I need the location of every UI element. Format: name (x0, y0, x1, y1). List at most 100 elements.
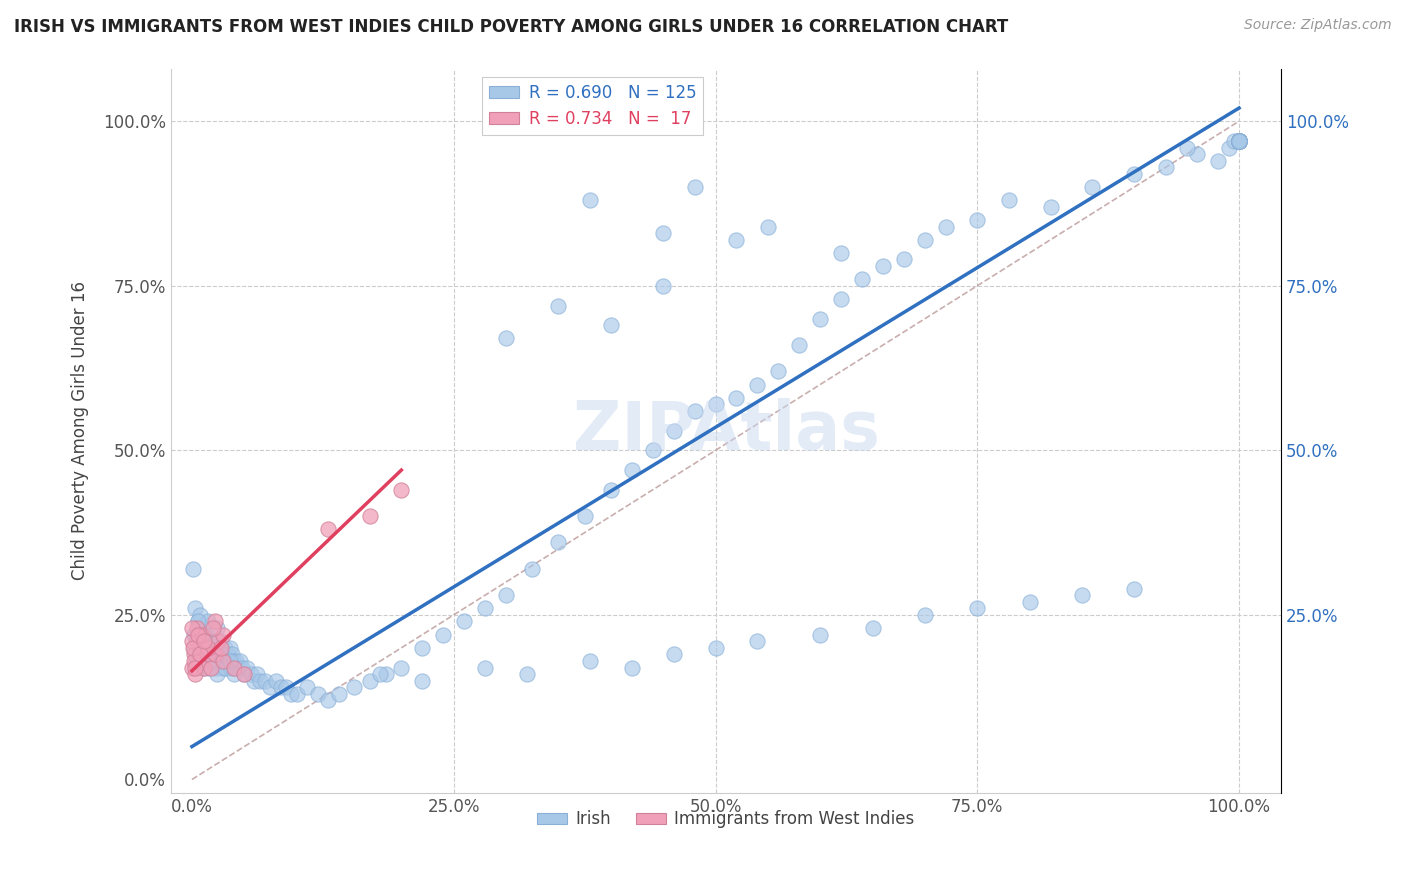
Point (264, 673, 287, 688)
Point (218, 640, 240, 655)
Point (1227, 134, 1250, 148)
Point (222, 660, 245, 674)
Point (219, 660, 242, 674)
Point (1206, 153, 1229, 168)
Point (204, 648, 226, 662)
Point (1227, 134, 1250, 148)
Point (1154, 161, 1177, 175)
Point (207, 648, 229, 662)
Point (191, 628, 214, 642)
Point (181, 562, 204, 576)
Point (205, 621, 228, 635)
Point (997, 193, 1019, 207)
Point (193, 648, 215, 662)
Point (579, 193, 602, 207)
Point (201, 654, 224, 668)
Point (1227, 134, 1250, 148)
Point (187, 615, 209, 629)
Point (328, 687, 350, 701)
Point (254, 673, 277, 688)
Point (1123, 167, 1146, 181)
Point (201, 648, 224, 662)
Point (200, 660, 222, 674)
Point (188, 648, 211, 662)
Point (1227, 134, 1250, 148)
Point (184, 667, 207, 681)
Point (214, 654, 236, 668)
Point (181, 634, 204, 648)
Point (204, 640, 226, 655)
Point (205, 667, 228, 681)
Point (242, 673, 264, 688)
Point (186, 654, 208, 668)
Point (966, 213, 988, 227)
Point (599, 483, 621, 497)
Point (1123, 582, 1146, 596)
Point (1227, 134, 1250, 148)
Point (432, 628, 454, 642)
Point (1223, 134, 1246, 148)
Point (808, 311, 831, 326)
Point (202, 634, 225, 648)
Point (233, 667, 256, 681)
Point (411, 640, 433, 655)
Point (1227, 134, 1250, 148)
Point (187, 628, 209, 642)
Point (787, 338, 810, 352)
Point (197, 660, 219, 674)
Point (184, 654, 207, 668)
Point (197, 654, 219, 668)
Text: IRISH VS IMMIGRANTS FROM WEST INDIES CHILD POVERTY AMONG GIRLS UNDER 16 CORRELAT: IRISH VS IMMIGRANTS FROM WEST INDIES CHI… (14, 18, 1008, 36)
Point (641, 443, 664, 458)
Legend: Irish, Immigrants from West Indies: Irish, Immigrants from West Indies (530, 804, 921, 835)
Point (316, 693, 339, 707)
Point (374, 667, 396, 681)
Point (233, 667, 256, 681)
Point (522, 562, 544, 576)
Point (211, 660, 233, 674)
Point (1185, 147, 1208, 161)
Point (914, 607, 936, 622)
Point (768, 364, 790, 378)
Point (200, 640, 222, 655)
Point (218, 654, 240, 668)
Point (1018, 595, 1040, 609)
Point (1227, 134, 1250, 148)
Point (229, 654, 252, 668)
Point (208, 654, 231, 668)
Point (704, 640, 727, 655)
Point (183, 628, 205, 642)
Point (808, 628, 831, 642)
Point (249, 673, 271, 688)
Point (683, 404, 706, 418)
Point (474, 660, 496, 674)
Point (205, 660, 228, 674)
Point (212, 648, 235, 662)
Point (259, 681, 281, 695)
Point (195, 640, 218, 655)
Point (683, 180, 706, 194)
Point (411, 673, 433, 688)
Point (184, 628, 207, 642)
Point (851, 272, 873, 286)
Point (186, 621, 208, 635)
Point (547, 535, 569, 549)
Point (231, 660, 253, 674)
Point (201, 654, 224, 668)
Point (662, 424, 685, 438)
Point (295, 681, 318, 695)
Point (1227, 134, 1250, 148)
Point (188, 654, 211, 668)
Point (183, 648, 205, 662)
Point (193, 660, 215, 674)
Point (547, 298, 569, 312)
Point (747, 377, 769, 392)
Point (197, 615, 219, 629)
Point (914, 233, 936, 247)
Point (652, 226, 675, 240)
Point (186, 634, 208, 648)
Point (198, 634, 221, 648)
Point (1227, 134, 1250, 148)
Point (652, 278, 675, 293)
Point (209, 648, 232, 662)
